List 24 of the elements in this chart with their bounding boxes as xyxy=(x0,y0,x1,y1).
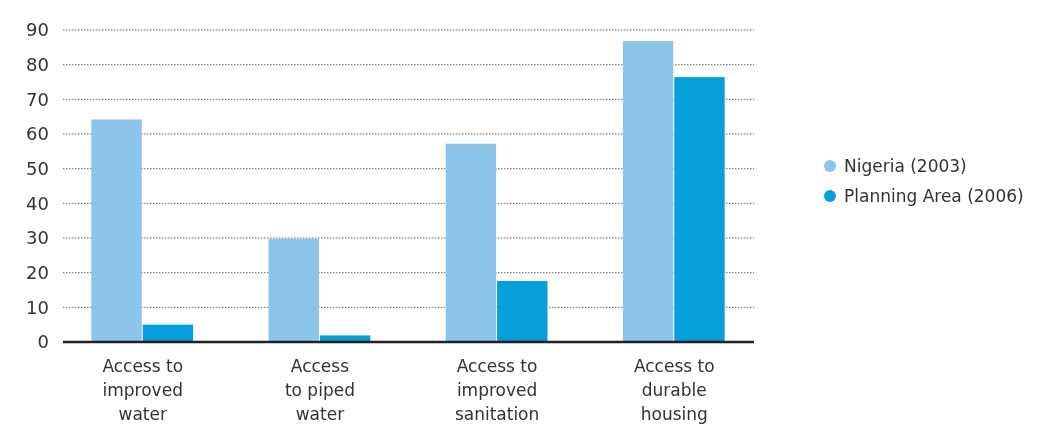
x-tick-label: Access to piped water xyxy=(284,356,355,424)
y-tick-label: 90 xyxy=(26,19,49,41)
y-tick-label: 40 xyxy=(26,192,49,214)
legend-label: Planning Area (2006) xyxy=(844,186,1024,206)
y-tick-label: 0 xyxy=(37,331,49,353)
bar xyxy=(268,238,319,342)
y-tick-label: 30 xyxy=(26,227,49,249)
bar xyxy=(142,324,194,342)
y-tick-label: 70 xyxy=(26,88,49,110)
x-tick-label: Access to improved water xyxy=(102,356,184,424)
y-tick-label: 80 xyxy=(26,53,49,75)
y-tick-label: 10 xyxy=(26,296,49,318)
x-tick-label: Access to improved sanitation xyxy=(454,356,540,424)
bar xyxy=(91,119,142,342)
x-tick-label: Access to durable housing xyxy=(633,356,715,424)
y-tick-label: 50 xyxy=(26,157,49,179)
bar xyxy=(445,143,497,342)
bar xyxy=(622,41,674,342)
bar xyxy=(319,335,371,342)
bar xyxy=(497,280,548,342)
bar xyxy=(674,77,725,342)
y-tick-label: 20 xyxy=(26,261,49,283)
y-tick-label: 60 xyxy=(26,123,49,145)
legend-label: Nigeria (2003) xyxy=(844,156,967,176)
